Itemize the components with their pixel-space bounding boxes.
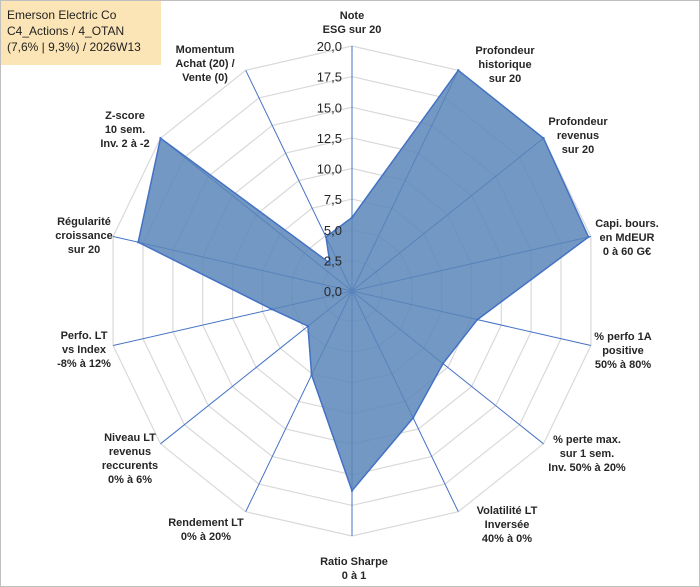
axis-label-line: Capi. bours. [595, 218, 659, 230]
axis-label-6: Volatilité LT Inversée 40% à 0% [477, 505, 538, 545]
data-point-5 [441, 362, 445, 365]
data-point-14 [324, 235, 328, 239]
data-point-13 [328, 262, 332, 265]
axis-label-line: % perte max. [553, 434, 621, 446]
axis-label-4: % perfo 1A positive 50% à 80% [594, 331, 652, 371]
axis-label-line: ESG sur 20 [323, 24, 382, 36]
axis-label-line: Inversée [485, 519, 530, 531]
info-box: Emerson Electric Co C4_Actions / 4_OTAN … [1, 1, 161, 65]
axis-label-line: 10 sem. [105, 124, 145, 136]
axis-label-line: sur 20 [489, 73, 521, 85]
data-series-area [137, 69, 590, 493]
axis-label-8: Rendement LT 0% à 20% [168, 517, 244, 543]
data-point-0 [350, 216, 354, 219]
tick-label-2: 5,0 [324, 223, 342, 238]
data-point-1 [457, 69, 460, 72]
axis-label-3: Capi. bours. en MdEUR 0 à 60 G€ [595, 218, 659, 258]
axis-label-5: % perte max. sur 1 sem. Inv. 50% à 20% [548, 434, 626, 474]
tick-label-8: 20,0 [317, 39, 342, 54]
data-point-7 [350, 489, 354, 492]
axis-label-line: 0% à 20% [181, 531, 231, 543]
axis-label-11: Régularité croissance sur 20 [55, 216, 112, 256]
axis-label-line: Inv. 50% à 20% [548, 462, 626, 474]
axis-label-line: Profondeur [548, 116, 608, 128]
tick-label-7: 17,5 [317, 70, 342, 85]
axis-label-1: Profondeur historique sur 20 [475, 45, 535, 85]
axis-label-line: 50% à 80% [595, 359, 651, 371]
tick-label-4: 10,0 [317, 162, 342, 177]
info-company-name: Emerson Electric Co [7, 8, 117, 22]
tick-label-6: 15,0 [317, 100, 342, 115]
tick-label-0: 0,0 [324, 284, 342, 299]
axis-label-line: Z-score [105, 110, 145, 122]
axis-label-line: Ratio Sharpe [320, 556, 388, 568]
axis-label-line: -8% à 12% [57, 358, 111, 370]
axis-label-line: Régularité [57, 216, 111, 228]
axis-label-line: Niveau LT [104, 432, 156, 444]
axis-label-line: revenus [557, 130, 599, 142]
axis-label-7: Ratio Sharpe 0 à 1 [320, 556, 388, 582]
axis-label-line: reccurents [102, 460, 158, 472]
axis-label-line: 0 à 1 [342, 570, 366, 582]
axis-label-0: Note ESG sur 20 [323, 10, 382, 36]
axis-label-line: Volatilité LT [477, 505, 538, 517]
axis-label-line: positive [602, 345, 644, 357]
axis-label-line: Achat (20) / [175, 58, 234, 70]
tick-label-1: 2,5 [324, 253, 342, 268]
info-category: C4_Actions / 4_OTAN [7, 24, 125, 38]
axis-label-10: Perfo. LT vs Index -8% à 12% [57, 330, 111, 370]
axis-label-line: Vente (0) [182, 72, 228, 84]
tick-label-3: 7,5 [324, 192, 342, 207]
data-point-2 [542, 137, 545, 140]
data-point-4 [476, 318, 479, 321]
axis-label-line: en MdEUR [600, 232, 655, 244]
axis-label-line: croissance [55, 230, 112, 242]
axis-label-9: Niveau LT revenus reccurents 0% à 6% [102, 432, 158, 486]
axis-label-13: Momentum Achat (20) / Vente (0) [175, 44, 234, 84]
axis-label-line: 40% à 0% [482, 533, 532, 545]
axis-label-line: Profondeur [475, 45, 535, 57]
axis-label-line: 0 à 60 G€ [603, 246, 651, 258]
axis-label-2: Profondeur revenus sur 20 [548, 116, 608, 156]
data-point-10 [270, 308, 274, 311]
info-performance: (7,6% | 9,3%) / 2026W13 [7, 40, 141, 54]
axis-label-line: sur 20 [562, 144, 594, 156]
axis-label-line: sur 1 sem. [560, 448, 614, 460]
axis-label-12: Z-score 10 sem. Inv. 2 à -2 [100, 110, 149, 150]
axis-label-line: Inv. 2 à -2 [100, 138, 149, 150]
axis-label-line: Momentum [176, 44, 235, 56]
axis-label-line: 0% à 6% [108, 474, 152, 486]
data-point-12 [159, 137, 162, 140]
data-point-6 [411, 416, 415, 420]
axis-label-line: vs Index [62, 344, 107, 356]
axis-label-line: % perfo 1A [594, 331, 652, 343]
axis-label-line: revenus [109, 446, 151, 458]
data-point-9 [306, 324, 310, 328]
axis-label-line: Perfo. LT [61, 330, 108, 342]
axis-label-line: sur 20 [68, 244, 100, 256]
axis-label-line: historique [478, 59, 531, 71]
axis-label-line: Rendement LT [168, 517, 244, 529]
data-point-8 [310, 373, 313, 377]
data-point-11 [137, 241, 140, 244]
tick-label-5: 12,5 [317, 131, 342, 146]
axis-label-line: Note [340, 10, 364, 22]
data-point-3 [587, 235, 590, 239]
